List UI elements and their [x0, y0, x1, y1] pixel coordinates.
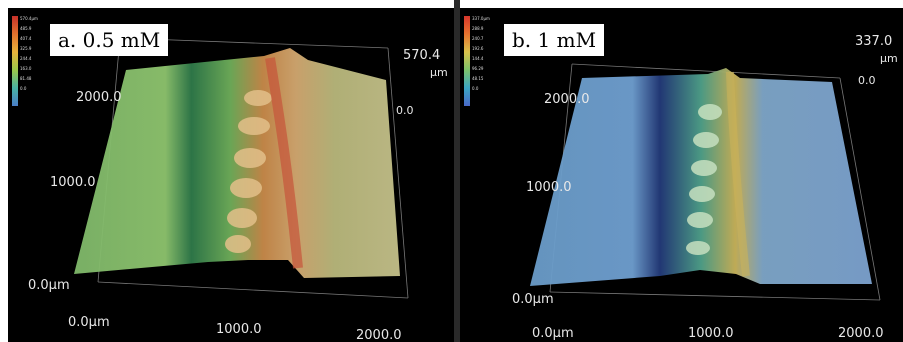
panel-a-label: a. 0.5 mM: [50, 24, 169, 56]
z-max-b: 337.0: [855, 34, 893, 49]
z-max-a: 570.4: [403, 48, 441, 63]
y-label-0-b: 0.0μm: [512, 292, 554, 307]
panel-divider: [454, 0, 460, 342]
colorbar-ticks-b: 337.0μm 288.9 240.7 192.6 144.4 96.29 48.15 0.0: [472, 16, 490, 91]
x-label-1000-a: 1000.0: [216, 322, 262, 337]
y-label-1000-a: 1000.0: [50, 175, 96, 190]
z-unit-b: μm: [880, 52, 898, 65]
deposit-blobs-a: [225, 90, 272, 253]
colorbar-ticks-a: 570.4μm 485.9 407.4 325.9 244.4 163.0 81.48 0.0: [20, 16, 38, 91]
y-label-2000-a: 2000.0: [76, 90, 122, 105]
z-min-a: 0.0: [396, 104, 414, 117]
panel-a-3d-profile: 570.4μm 485.9 407.4 325.9 244.4 163.0 81.48 0.0…: [8, 8, 454, 342]
x-label-2000-b: 2000.0: [838, 326, 884, 341]
surface-plot-b: [530, 63, 881, 301]
x-label-0-b: 0.0μm: [532, 326, 574, 341]
y-label-1000-b: 1000.0: [526, 180, 572, 195]
colorbar-b: [464, 16, 470, 106]
z-unit-a: μm: [430, 66, 448, 79]
x-label-2000-a: 2000.0: [356, 328, 402, 342]
x-label-1000-b: 1000.0: [688, 326, 734, 341]
z-min-b: 0.0: [858, 74, 876, 87]
panel-b-3d-profile: 337.0μm 288.9 240.7 192.6 144.4 96.29 48.15 0.0…: [460, 8, 903, 342]
deposit-blobs-b: [686, 104, 722, 255]
y-label-2000-b: 2000.0: [544, 92, 590, 107]
y-label-0-a: 0.0μm: [28, 278, 70, 293]
surface-plot-a: [74, 37, 409, 299]
colorbar-a: [12, 16, 18, 106]
surface-b: [530, 68, 872, 286]
x-label-0-a: 0.0μm: [68, 315, 110, 330]
panel-b-label: b. 1 mM: [504, 24, 605, 56]
